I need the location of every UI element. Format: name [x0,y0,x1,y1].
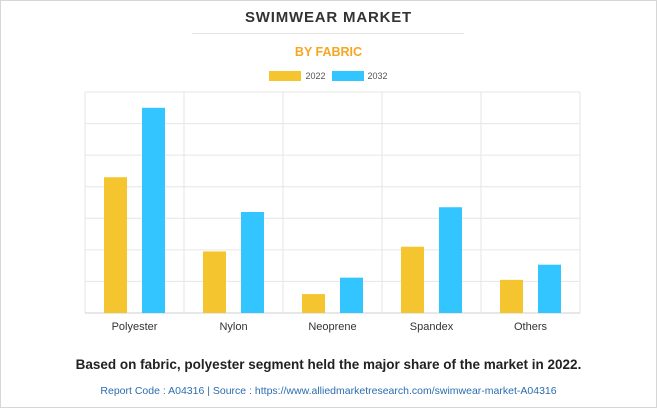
x-tick-label-spandex: Spandex [410,321,454,333]
legend-item-2032: 2032 [331,71,388,81]
chart-subtitle: BY FABRIC [294,45,363,59]
bar-polyester-2032 [142,107,165,314]
legend-swatch-2022 [269,71,302,81]
x-axis-labels: Polyester Nylon Neoprene Spandex Others [112,321,548,333]
bar-neoprene-2022 [302,294,325,313]
x-tick-label-others: Others [514,321,548,333]
bar-spandex-2022 [401,246,424,313]
x-tick-label-neoprene: Neoprene [308,321,356,333]
chart-legend: 2022 2032 [0,71,657,81]
legend-label-2032: 2032 [367,71,388,81]
legend-item-2022: 2022 [269,71,326,81]
bars [104,107,561,314]
x-tick-label-polyester: Polyester [112,321,158,333]
bar-neoprene-2032 [340,277,363,313]
chart-caption: Based on fabric, polyester segment held … [75,357,582,372]
chart-title: SWIMWEAR MARKET [245,9,412,26]
title-divider [192,33,464,34]
x-tick-label-nylon: Nylon [219,321,247,333]
bar-others-2022 [500,279,523,313]
legend-swatch-2032 [331,71,364,81]
bar-nylon-2022 [203,251,226,313]
legend-label-2022: 2022 [305,71,326,81]
bar-polyester-2022 [104,177,127,313]
bar-nylon-2032 [241,211,264,313]
report-source: Report Code : A04316 | Source : https://… [100,385,557,397]
bar-spandex-2032 [439,207,462,313]
bar-others-2032 [538,264,561,313]
grid-lines [84,91,581,314]
